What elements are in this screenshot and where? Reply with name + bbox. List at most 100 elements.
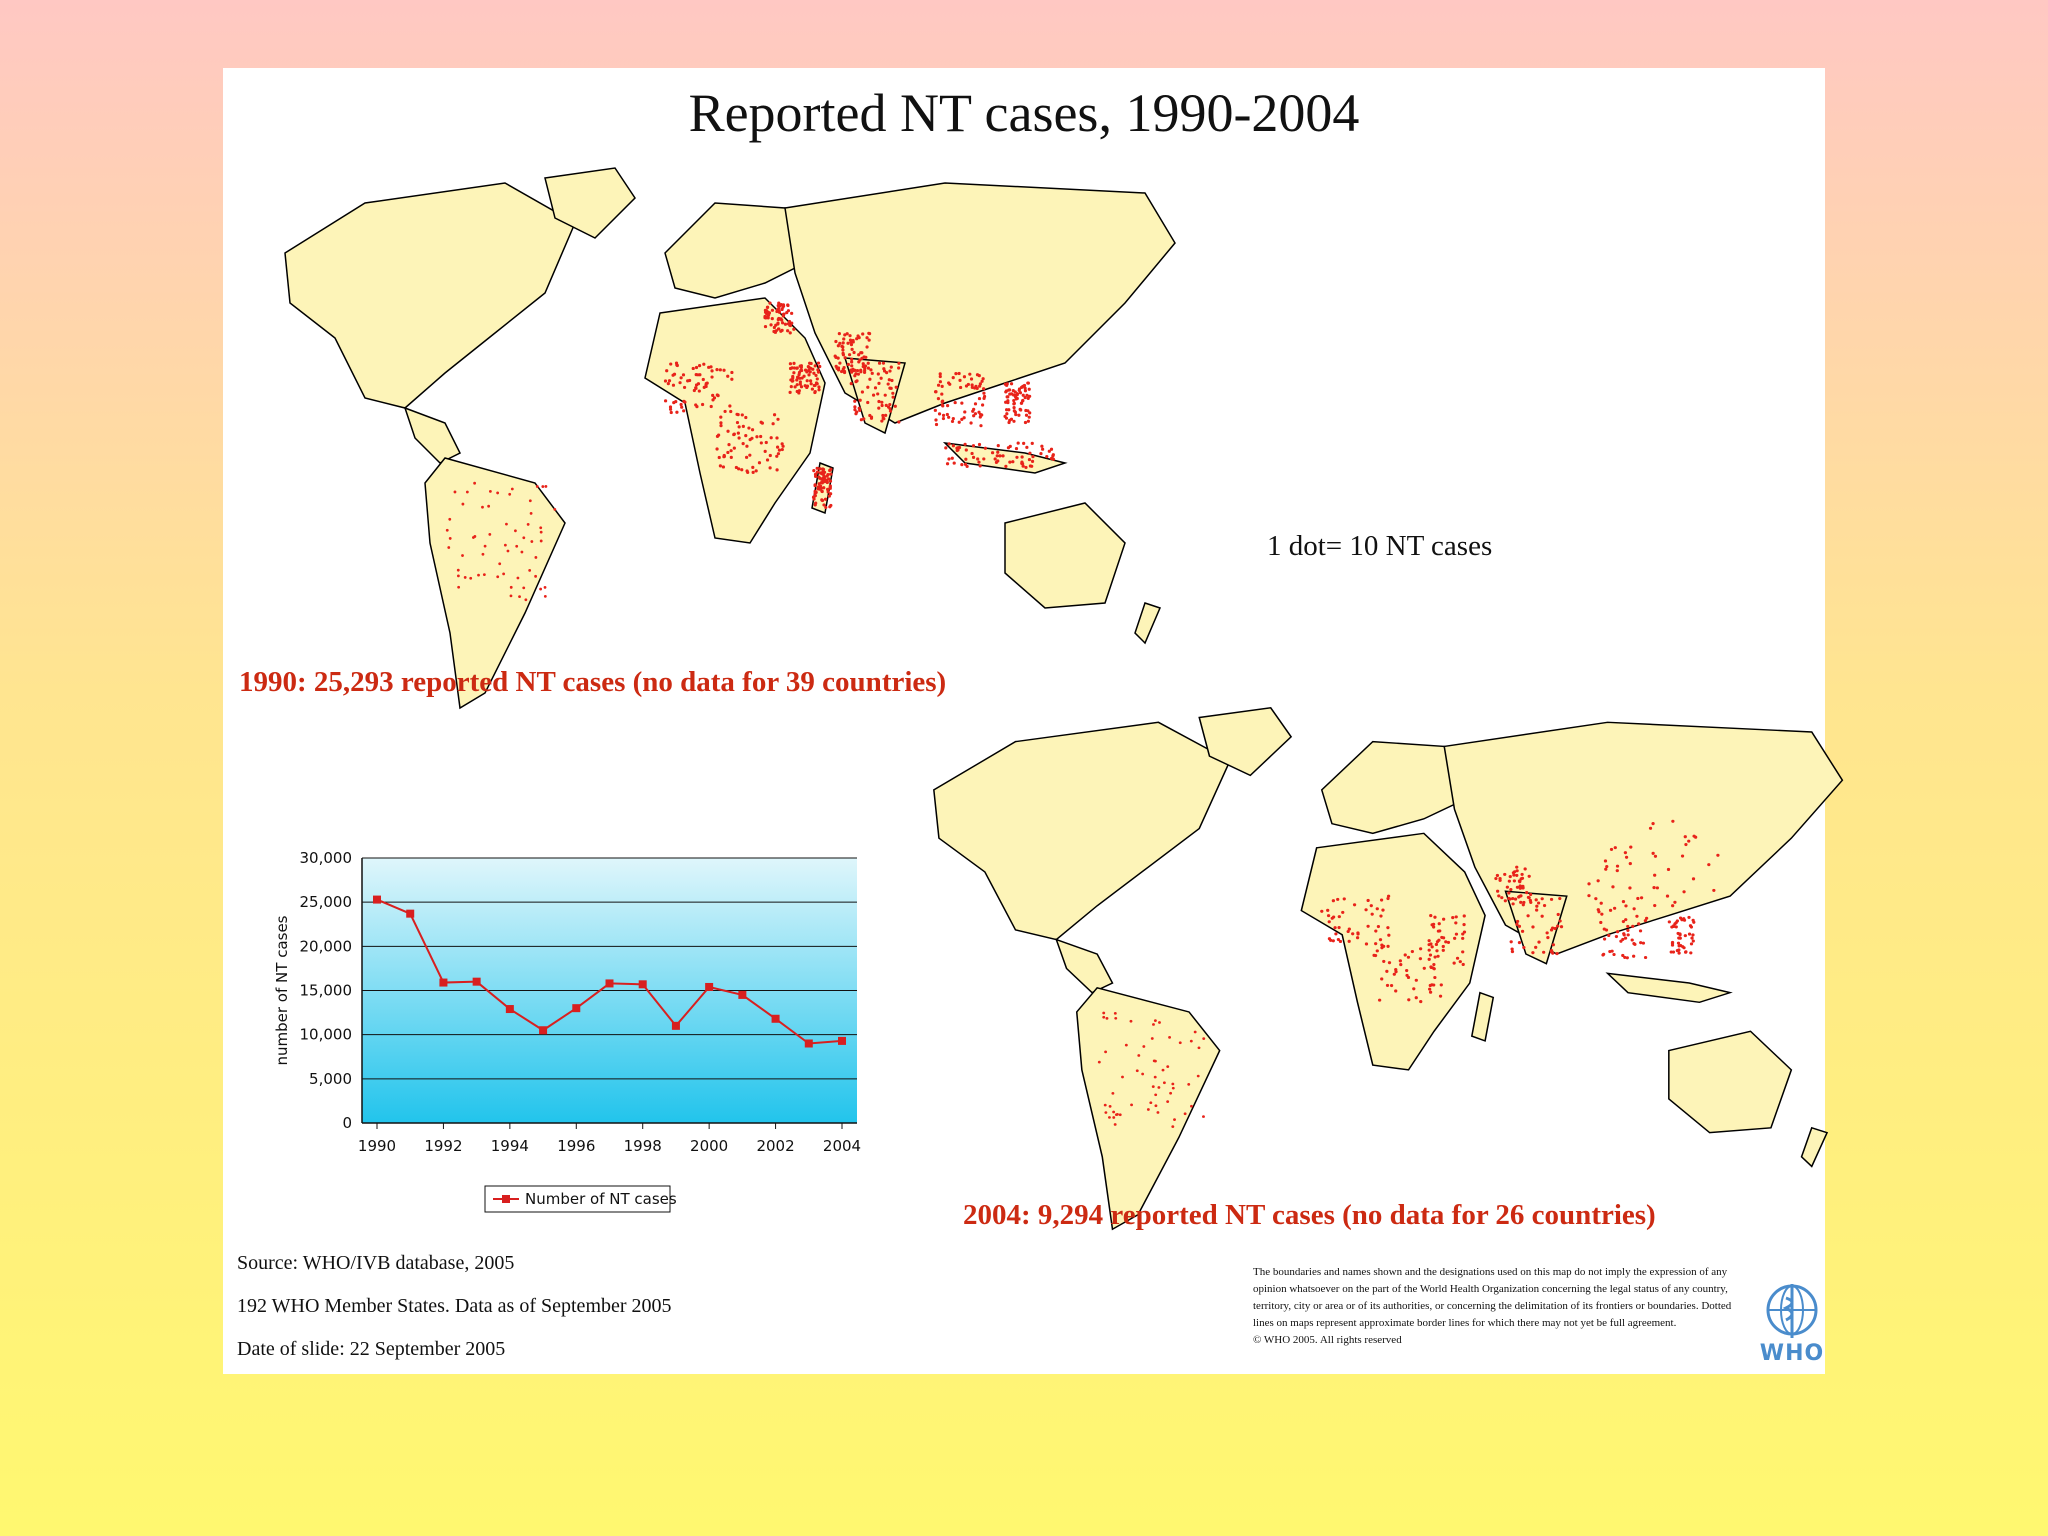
case-dot <box>750 428 755 432</box>
case-dot <box>1512 873 1516 877</box>
case-dot <box>812 371 816 375</box>
case-dot <box>1202 1115 1205 1118</box>
case-dot <box>1556 924 1560 928</box>
case-dot <box>1556 912 1560 917</box>
x-tick-label: 1998 <box>624 1137 662 1155</box>
case-dot <box>833 354 837 358</box>
case-dot <box>1049 447 1054 451</box>
case-dot <box>1405 973 1409 977</box>
case-dot <box>1549 950 1554 954</box>
case-dot <box>1374 942 1378 946</box>
case-dot <box>1515 919 1520 923</box>
case-dot <box>1677 951 1681 955</box>
case-dot <box>863 364 868 368</box>
chart-svg: 0 5,000 10,000 15,000 20,000 25,000 30,000 1990… <box>273 849 861 1213</box>
case-dot <box>793 385 797 389</box>
case-dot <box>1030 459 1035 463</box>
case-dot <box>1455 956 1460 960</box>
data-point <box>472 977 481 986</box>
case-dot <box>884 403 888 407</box>
case-dot <box>813 474 818 479</box>
case-dot <box>1011 389 1015 393</box>
case-dot <box>788 362 793 366</box>
case-dot <box>980 403 985 407</box>
case-dot <box>792 327 796 331</box>
case-dot <box>1452 961 1456 965</box>
case-dot <box>977 460 981 464</box>
case-dot <box>1347 939 1351 943</box>
case-dot <box>668 407 673 411</box>
case-dot <box>858 398 862 402</box>
case-dot <box>1599 920 1603 925</box>
case-dot <box>682 409 686 413</box>
case-dot <box>1398 959 1402 963</box>
case-dot <box>722 368 726 372</box>
case-dot <box>944 446 948 450</box>
case-dot <box>1555 952 1559 956</box>
case-dot <box>1558 919 1562 923</box>
case-dot <box>1678 932 1682 936</box>
case-dot <box>938 372 942 376</box>
case-dot <box>1529 900 1533 904</box>
case-dot <box>941 404 945 408</box>
case-dot <box>1007 408 1011 412</box>
data-point <box>572 1004 581 1013</box>
case-dot <box>1338 939 1343 943</box>
case-dot <box>1024 413 1029 417</box>
case-dot <box>1428 953 1433 957</box>
case-dot <box>515 544 519 548</box>
member-states-note: 192 WHO Member States. Data as of Septem… <box>237 1295 672 1317</box>
case-dot <box>1520 929 1525 933</box>
landmass-australia <box>1668 1030 1793 1134</box>
case-dot <box>1512 879 1517 883</box>
case-dot <box>888 369 892 373</box>
case-dot <box>982 396 986 401</box>
case-dot <box>473 481 477 485</box>
case-dot <box>496 491 500 495</box>
case-dot <box>1629 845 1633 849</box>
case-dot <box>702 362 706 366</box>
case-dot <box>723 409 727 414</box>
case-dot <box>1526 914 1530 918</box>
case-dot <box>483 544 487 548</box>
case-dot <box>1599 901 1603 905</box>
case-dot <box>869 416 874 420</box>
case-dot <box>1707 863 1711 867</box>
case-dot <box>839 369 844 374</box>
case-dot <box>1669 950 1673 954</box>
case-dot <box>539 587 543 591</box>
case-dot <box>1515 873 1519 877</box>
case-dot <box>535 485 539 488</box>
case-dot <box>1495 873 1500 878</box>
case-dot <box>1461 962 1465 966</box>
x-tick-label: 1992 <box>424 1137 462 1155</box>
case-dot <box>751 470 755 474</box>
case-dot <box>765 309 769 313</box>
case-dot <box>1689 925 1694 929</box>
case-dot <box>697 364 702 368</box>
case-dot <box>747 426 751 430</box>
case-dot <box>812 497 816 501</box>
case-dot <box>764 316 768 320</box>
case-dot <box>1523 867 1527 871</box>
case-dot <box>1005 412 1009 416</box>
case-dot <box>856 334 860 338</box>
data-point <box>804 1039 813 1048</box>
case-dot <box>843 333 847 337</box>
case-dot <box>1631 924 1635 928</box>
case-dot <box>828 468 832 473</box>
case-dot <box>866 385 870 389</box>
case-dot <box>780 447 784 452</box>
case-dot <box>776 452 781 456</box>
case-dot <box>879 376 883 380</box>
case-dot <box>963 410 967 414</box>
case-dot <box>1342 897 1346 901</box>
case-dot <box>678 381 682 385</box>
case-dot <box>1677 948 1681 952</box>
case-dot <box>528 568 532 572</box>
case-dot <box>865 336 869 340</box>
case-dot <box>1012 405 1016 410</box>
case-dot <box>1431 922 1436 926</box>
case-dot <box>526 522 530 526</box>
case-dot <box>1500 896 1504 900</box>
